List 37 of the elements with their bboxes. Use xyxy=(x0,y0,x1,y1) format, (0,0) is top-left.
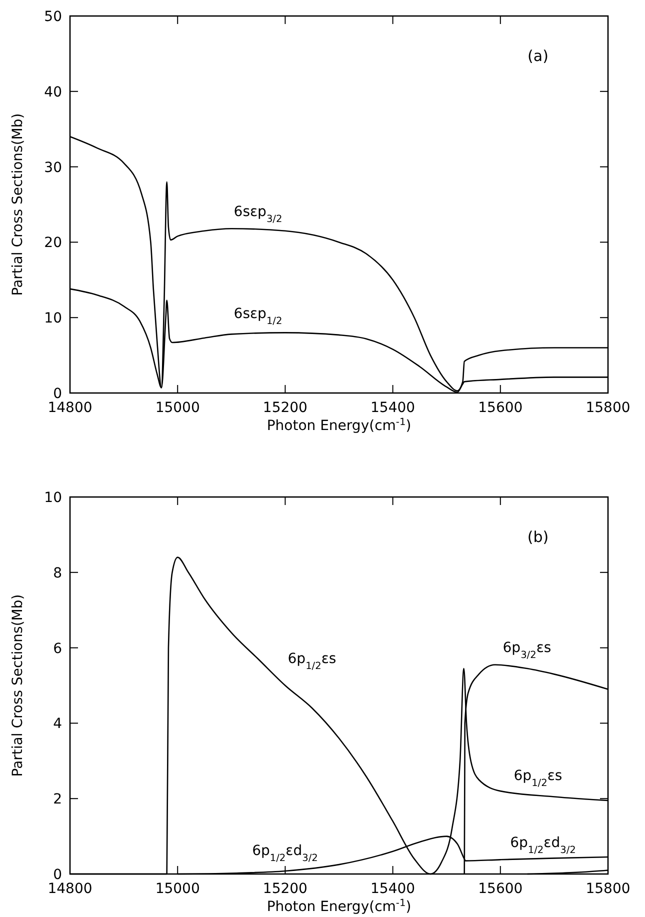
y-tick-label: 40 xyxy=(44,84,62,100)
x-tick-label: 15600 xyxy=(478,881,523,897)
x-tick-label: 15600 xyxy=(478,400,523,416)
y-tick-label: 20 xyxy=(44,235,62,252)
series-label: 6p$_{1/2}$εs xyxy=(514,768,562,788)
text: 6p$_{1/2}$εs xyxy=(288,651,336,672)
x-tick-label: 14800 xyxy=(48,881,92,897)
x-tick-label: 15200 xyxy=(262,881,308,897)
y-tick-label: 50 xyxy=(44,9,62,25)
x-axis-title: Photon Energy(cm$^{-1}$) xyxy=(266,416,412,434)
x-tick-label: 15400 xyxy=(370,881,416,897)
y-tick-label: 4 xyxy=(53,716,62,732)
x-tick-label: 15800 xyxy=(586,400,630,416)
y-axis-title: Partial Cross Sections(Mb) xyxy=(10,113,26,296)
x-tick-label: 15000 xyxy=(155,400,200,416)
y-tick-label: 10 xyxy=(44,490,62,506)
y-tick-label: 2 xyxy=(53,792,62,808)
y-tick-label: 0 xyxy=(53,386,62,402)
annotation: (a) xyxy=(528,47,548,65)
y-tick-label: 10 xyxy=(44,310,62,327)
y-tick-label: 30 xyxy=(44,160,62,176)
x-axis-title: Photon Energy(cm$^{-1}$) xyxy=(266,898,412,915)
x-tick-label: 15800 xyxy=(586,881,630,897)
x-tick-label: 15400 xyxy=(370,400,416,416)
y-tick-label: 8 xyxy=(53,565,62,582)
text: 6p$_{1/2}$εd$_{3/2}$ xyxy=(252,843,318,864)
x-tick-label: 14800 xyxy=(48,400,92,416)
x-tick-label: 15000 xyxy=(155,881,200,897)
series-label: 6sεp$_{1/2}$ xyxy=(234,306,282,326)
x-tick-label: 15200 xyxy=(262,400,308,416)
y-tick-label: 6 xyxy=(53,640,62,657)
y-axis-title: Partial Cross Sections(Mb) xyxy=(10,594,26,777)
series-label: 6p$_{1/2}$εd$_{3/2}$ xyxy=(510,835,576,856)
series-label: 6p$_{3/2}$εs xyxy=(502,640,552,660)
annotation: (b) xyxy=(527,528,549,546)
y-tick-label: 0 xyxy=(53,867,62,883)
series-label: 6sεp$_{3/2}$ xyxy=(234,204,282,224)
